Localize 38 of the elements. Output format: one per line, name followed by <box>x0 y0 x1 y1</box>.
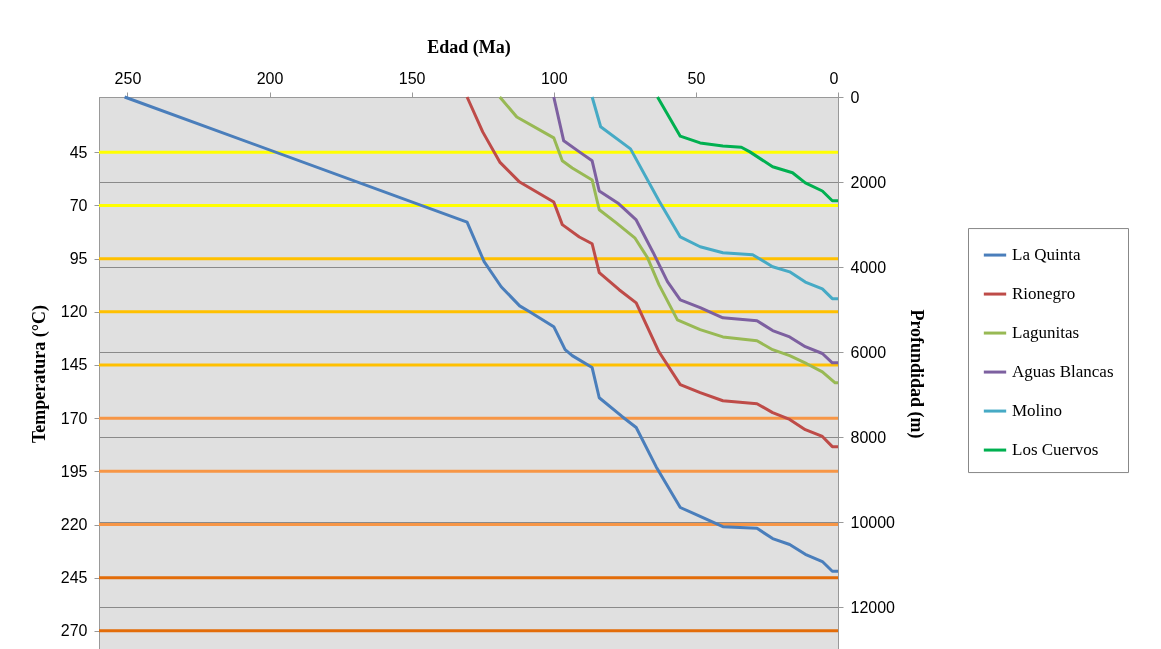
x-tick-label: 0 <box>829 69 839 87</box>
legend-label: Molino <box>1012 401 1063 421</box>
y2-tick-label: 4000 <box>850 258 887 276</box>
legend-label: Lagunitas <box>1012 323 1080 343</box>
y2-tick-label: 12000 <box>850 598 896 616</box>
legend-label: Rionegro <box>1012 284 1076 304</box>
y2-axis-title: Profundidad (m) <box>905 309 927 439</box>
x-axis-title: Edad (Ma) <box>427 36 511 58</box>
legend-label: Aguas Blancas <box>1012 362 1114 382</box>
y2-tick-label: 8000 <box>850 428 887 446</box>
y2-tick-label: 2000 <box>850 173 887 191</box>
line-series <box>498 95 840 385</box>
y2-tick-label: 0 <box>850 88 860 106</box>
y-tick-label: 95 <box>69 250 88 268</box>
y-axis-title: Temperatura (°C) <box>28 304 50 444</box>
y2-tick-label: 10000 <box>850 513 896 531</box>
y-tick-label: 270 <box>60 622 88 640</box>
x-tick-label: 200 <box>256 69 284 87</box>
x-tick-label: 150 <box>398 69 426 87</box>
y-tick-label: 120 <box>60 303 88 321</box>
x-tick-label: 50 <box>687 69 706 87</box>
x-tick-label: 250 <box>114 69 142 87</box>
line-series <box>123 95 840 573</box>
y-tick-label: 45 <box>69 143 88 161</box>
line-series <box>465 95 840 449</box>
legend-label: La Quinta <box>1012 245 1081 265</box>
line-series <box>656 95 840 203</box>
y2-tick-label: 6000 <box>850 343 887 361</box>
y-tick-label: 70 <box>69 196 88 214</box>
x-tick-label: 100 <box>540 69 568 87</box>
y-tick-label: 245 <box>60 569 88 587</box>
y-tick-label: 170 <box>60 409 88 427</box>
y-tick-label: 195 <box>60 462 88 480</box>
legend-label: Los Cuervos <box>1012 440 1099 460</box>
y-tick-label: 220 <box>60 516 88 534</box>
y-tick-label: 145 <box>60 356 88 374</box>
line-series <box>552 95 840 365</box>
line-series <box>590 95 840 301</box>
